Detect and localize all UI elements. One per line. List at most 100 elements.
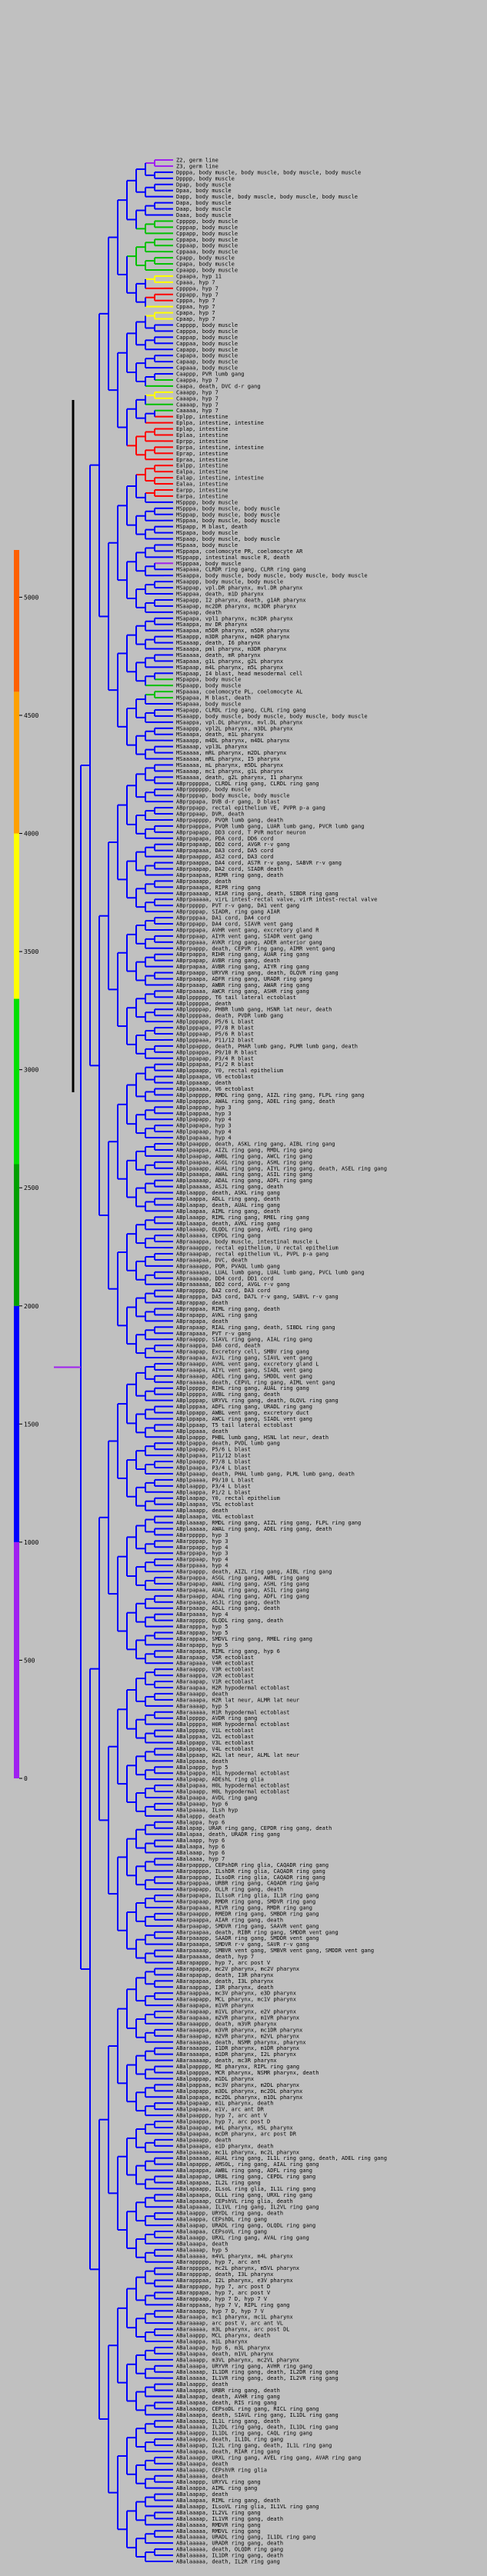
- leaf-label: ABplpaappa, AIZL ring gang, RMDL ring ga…: [176, 1147, 312, 1153]
- leaf-label: Dpap, body muscle: [176, 182, 232, 188]
- leaf-label: ABplppappa, P9/10 R blast: [176, 1049, 257, 1055]
- leaf-label: ABalaapaa, death, RIS ring gang: [176, 2400, 277, 2406]
- leaf-label: MSaaaaa, mRL pharynx, m2DL pharynx: [176, 750, 286, 756]
- leaf-label: Capapa, body muscle: [176, 353, 238, 359]
- leaf-label: Cpapp, body muscle: [176, 255, 235, 262]
- leaf-label: ABplpppaap, P5/6 R blast: [176, 1031, 254, 1037]
- leaf-label: ABalppaaa, death: [176, 1758, 228, 1765]
- leaf-label: ABaraaapap, m2VR pharynx, m2VL pharynx: [176, 2033, 299, 2039]
- leaf-label: ABprppapp, DA4 cord, SIAVR vent gang: [176, 921, 293, 928]
- leaf-label: MSpaap, body muscle, body muscle: [176, 536, 280, 542]
- leaf-label: ABplppapa, AWCL ring gang, SIADL vent ga…: [176, 1416, 312, 1422]
- leaf-label: MSapaaa, g1L pharynx, g2L pharynx: [176, 658, 283, 665]
- leaf-label: Cappaa, body muscle: [176, 341, 238, 347]
- leaf-label: Caappa, hyp 7: [176, 377, 218, 383]
- leaf-label: ABplpappaa, hyp 3: [176, 1111, 232, 1117]
- scale-band: [14, 1541, 19, 1778]
- leaf-label: Eprap, intestine: [176, 451, 228, 457]
- leaf-label: ABalapapaa, IL2L ring gang: [176, 2180, 261, 2186]
- leaf-label: ABalaaaaa, URADR ring gang, death: [176, 2541, 283, 2547]
- leaf-label: ABaraappp, V3R ectoblast: [176, 1667, 254, 1673]
- leaf-label: Eprpp, intestine: [176, 438, 228, 445]
- scale-tick-label: 5000: [24, 594, 38, 601]
- leaf-label: Cpaaa, hyp 7: [176, 279, 215, 285]
- leaf-label: ABprpapap, AVBR ring gang, death: [176, 958, 280, 964]
- leaf-label: ABplpapapa, hyp 3: [176, 1123, 232, 1129]
- leaf-label: ABprpapaa, AVBR ring gang, AIYR ring gan…: [176, 964, 309, 970]
- leaf-label: ABarpaaaaa, death, hyp 7: [176, 1954, 254, 1960]
- leaf-label: Caaaaa, hyp 7: [176, 408, 218, 414]
- leaf-label: ABalaaaaa, RMDVL ring gang: [176, 2528, 261, 2534]
- leaf-label: MSapaaa, CLRDR ring gang, CLRR ring gang: [176, 567, 306, 573]
- leaf-label: ABprpapppa, PVQR lumb gang, LUAR lumb ga…: [176, 823, 364, 829]
- leaf-label: ABarpapap, AWAL ring gang, ASHL ring gan…: [176, 1581, 309, 1587]
- leaf-label: MSaappa, vpl.DL pharynx, mvl.DL pharynx: [176, 719, 302, 725]
- leaf-label: ABalaaaaa, RMDVR ring gang: [176, 2522, 261, 2528]
- leaf-label: ABarapaap, V5R ectoblast: [176, 1655, 254, 1661]
- leaf-label: Cppaaa, body muscle: [176, 249, 238, 255]
- leaf-label: ABplpppppa, death: [176, 1001, 232, 1007]
- leaf-label: ABalppppa, H0R hypodermal ectoblast: [176, 1721, 290, 1728]
- leaf-label: ABaraappa, V2R ectoblast: [176, 1673, 254, 1679]
- scale-tick-label: 0: [24, 1775, 28, 1782]
- leaf-label: ABplppaap, T5 tail lateral ectoblast: [176, 1422, 293, 1428]
- leaf-label: ABalaaaaa, IL1DR ring gang, death: [176, 2553, 283, 2559]
- leaf-label: ABalaaaaa, death, IL2R ring gang: [176, 2559, 280, 2565]
- leaf-label: ABalpapppp, MI pharynx, RIPL ring gang: [176, 2064, 299, 2070]
- leaf-label: MSpapaa, M blast, death: [176, 695, 251, 701]
- leaf-label: ABplaaapp, RIML ring gang, RMEL ring gan…: [176, 1215, 309, 1221]
- leaf-label: ABarpaaaap, SMBVR vent gang, SMBVR vent …: [176, 1948, 374, 1954]
- leaf-label: ABalpaaapp, death: [176, 2137, 232, 2143]
- leaf-label: ABalaaapp, CEPsoDL ring gang, RICL ring …: [176, 2406, 319, 2412]
- leaf-label: ABplpaaaap, ADAL ring gang, ADFL ring ga…: [176, 1178, 312, 1184]
- leaf-label: ABalappa, hyp 6: [176, 1819, 225, 1825]
- leaf-label: ABarppapp, hyp 4: [176, 1545, 228, 1551]
- leaf-label: ABplpaaapp, AUAL ring gang, AIYL ring ga…: [176, 1165, 387, 1171]
- leaf-label: ABpraapaa, AVJL ring gang, SIAVL vent ga…: [176, 1355, 312, 1361]
- leaf-label: ABaraaapa, mc1 pharynx, mc1L pharynx: [176, 2314, 293, 2321]
- leaf-label: ABalaaapa, death: [176, 2461, 228, 2467]
- leaf-label: ABplaaaaa, AWAL ring gang, ADEL ring gan…: [176, 1526, 332, 1532]
- leaf-label: ABplaapaa, AIML ring gang, death: [176, 1208, 280, 1215]
- leaf-label: ABalaapaa, RIML ring gang, death: [176, 2498, 280, 2504]
- leaf-label: ABarpaaaa, hyp 4: [176, 1611, 228, 1618]
- leaf-label: ABarpaapa, ASJL ring gang, death: [176, 1599, 280, 1605]
- leaf-label: MSaappp, m3DR pharynx, m4DR pharynx: [176, 634, 290, 640]
- leaf-label: ABprppapa, DVB d-r gang, D blast: [176, 799, 280, 805]
- leaf-label: ABplppppap, PHBR lumb gang, HSNR lat neu…: [176, 1007, 332, 1013]
- leaf-label: ABalpappaa, mc3V pharynx, m2DL pharynx: [176, 2082, 299, 2088]
- leaf-label: MSpppp, body muscle: [176, 499, 238, 505]
- leaf-label: ABalpapapa, mc2DL pharynx, m1DL pharynx: [176, 2094, 302, 2101]
- leaf-label: Daaa, body muscle: [176, 212, 232, 218]
- leaf-label: MSaaaap, mc1 pharynx, g1L pharynx: [176, 768, 283, 775]
- leaf-label: ABalaapp, hyp 6: [176, 1838, 225, 1844]
- leaf-label: MSaaapa, pml pharynx, m3DR pharynx: [176, 646, 286, 652]
- leaf-label: ABprappaa, RIML ring gang, death: [176, 1306, 280, 1312]
- leaf-label: ABaraaaap, hyp 5: [176, 1703, 228, 1709]
- leaf-label: ABalaaaaa, m4VL pharynx, m4L pharynx: [176, 2253, 293, 2259]
- leaf-label: Ealap, intestine, intestine: [176, 475, 264, 482]
- leaf-label: ABarappaa, SMDVL ring gang, RMEL ring ga…: [176, 1636, 312, 1642]
- leaf-label: ABplaappa, ADLL ring gang, death: [176, 1196, 280, 1202]
- leaf-label: ABarappaaa, hyp 7 V, RIPL ring gang: [176, 2302, 290, 2308]
- leaf-label: MSpappa, body muscle: [176, 677, 241, 683]
- leaf-label: ABalapaapa, OLLL ring gang, URXL ring ga…: [176, 2192, 312, 2198]
- leaf-label: ABplaappp, death, ASKL ring gang: [176, 1190, 280, 1196]
- leaf-label: ABarapapp, hyp 5: [176, 1642, 228, 1648]
- leaf-label: ABplpppaa, ADFL ring gang, URADL ring ga…: [176, 1404, 312, 1410]
- leaf-label: ABplpppap, URYVL ring gang, death, OLQVL…: [176, 1398, 339, 1404]
- leaf-label: ABarpapaaa, RIVR ring gang, RMDR ring ga…: [176, 1905, 312, 1911]
- leaf-label: ABprpppppp, body muscle: [176, 787, 251, 793]
- leaf-label: ABplaaapp, death: [176, 1508, 228, 1514]
- leaf-label: ABalpapapp, m3DL pharynx, mc2DL pharynx: [176, 2088, 302, 2094]
- leaf-label: ABpraaapa, AIYL vent gang, SIADL vent ga…: [176, 1367, 312, 1373]
- leaf-label: ABprppaap, AIYR vent gang, SIADR vent ga…: [176, 933, 312, 939]
- leaf-label: ABplaaaap, RMDL ring gang, AIZL ring gan…: [176, 1520, 361, 1526]
- leaf-label: ABalpapap, ADEshL ring glia: [176, 1777, 264, 1783]
- leaf-label: ABalaapap, death: [176, 2491, 228, 2498]
- tree-branches: [54, 159, 173, 2562]
- scale-tick-label: 2500: [24, 1185, 38, 1191]
- leaf-label: MSaaapp, body muscle, body muscle, body …: [176, 713, 368, 719]
- leaf-label: ABalaaapp, ILsoVL ring glia, IL1VL ring …: [176, 2504, 319, 2510]
- leaf-label: ABalaapap, hyp 6, m3L pharynx: [176, 2344, 270, 2351]
